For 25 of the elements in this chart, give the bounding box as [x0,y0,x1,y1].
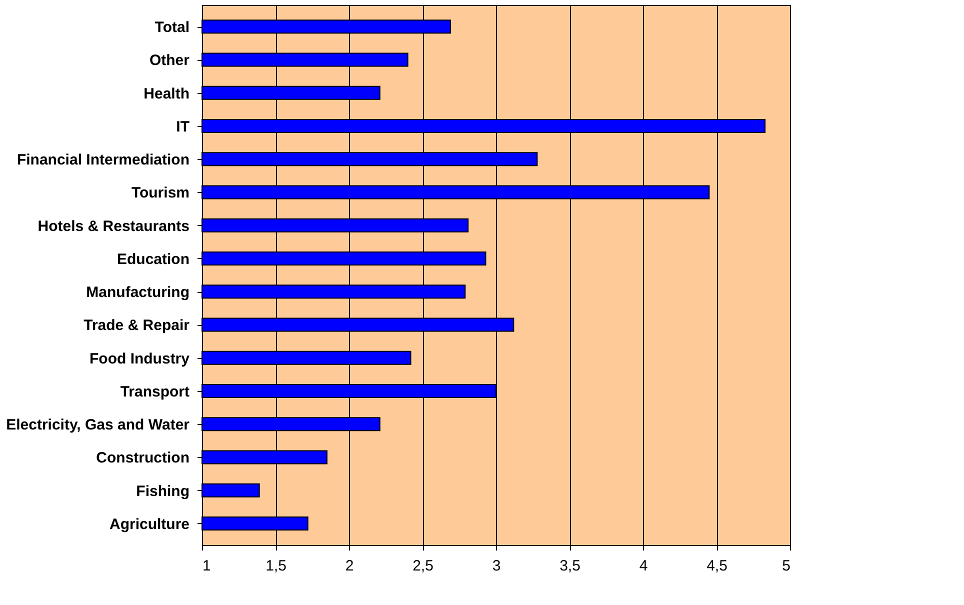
x-tick-label: 3,5 [560,558,580,574]
y-tick-label: Tourism [131,184,190,202]
y-tick-label: Hotels & Restaurants [38,218,190,235]
y-tick-label: Total [154,19,190,36]
y-tick-label: Health [144,85,190,102]
x-tick-label: 4 [639,558,648,574]
y-tick-label: Agriculture [109,516,190,533]
y-tick-label: Transport [120,383,190,400]
y-tick-label: IT [176,118,190,136]
y-tick-label: Manufacturing [86,284,190,302]
y-tick-label: Other [149,52,190,70]
x-tick-label: 5 [782,558,790,574]
x-tick-label: 4,5 [706,558,728,574]
y-tick-label: Trade & Repair [84,317,190,334]
y-tick-label: Education [116,250,190,268]
y-tick-label: Construction [96,450,190,467]
y-tick-label: Fishing [136,482,190,500]
y-tick-label: Food Industry [90,350,190,368]
x-tick-label: 1,5 [266,558,286,574]
y-tick-label: Electricity, Gas and Water [6,416,190,434]
x-tick-label: 2 [345,558,354,574]
x-tick-label: 3 [492,558,501,574]
x-tick-label: 2,5 [412,558,434,574]
x-tick-label: 1 [202,558,211,574]
y-tick-label: Financial Intermediation [16,152,190,169]
